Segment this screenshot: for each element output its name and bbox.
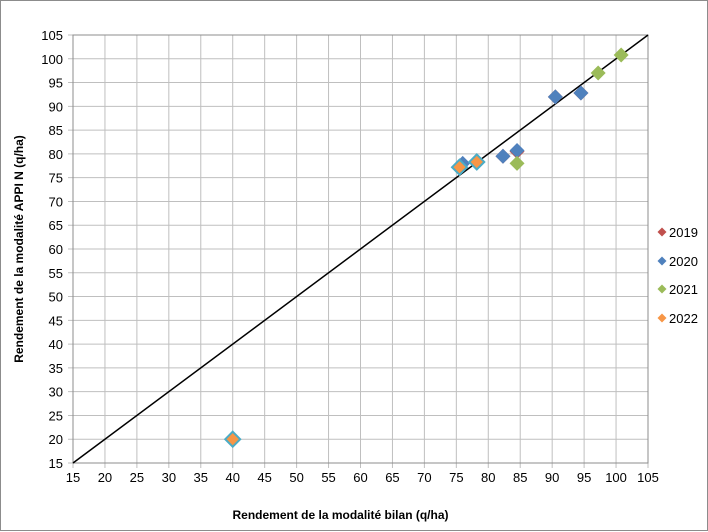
legend-marker-2020 bbox=[657, 256, 667, 266]
data-point-2021 bbox=[509, 155, 525, 171]
x-tick-label: 85 bbox=[513, 470, 527, 485]
x-tick-label: 35 bbox=[194, 470, 208, 485]
y-tick-label: 65 bbox=[49, 218, 63, 233]
x-tick-label: 95 bbox=[577, 470, 591, 485]
y-tick-label: 45 bbox=[49, 313, 63, 328]
y-tick-labels: 15 20 25 30 35 40 45 50 55 60 65 70 75 80 85 90 95 100 105 bbox=[41, 28, 63, 471]
y-tick-label: 20 bbox=[49, 432, 63, 447]
y-axis-title: Rendement de la modalité APPI N (q/ha) bbox=[12, 135, 26, 363]
data-point-2021 bbox=[613, 47, 629, 63]
data-point-2020 bbox=[547, 89, 563, 105]
legend-marker-2021 bbox=[657, 284, 667, 294]
y-tick-label: 105 bbox=[41, 28, 63, 43]
x-tick-label: 70 bbox=[417, 470, 431, 485]
data-point-2021 bbox=[590, 65, 606, 81]
x-tick-labels: 15 20 25 30 35 40 45 50 55 60 65 70 75 80 85 90 95 100 105 bbox=[66, 470, 659, 485]
y-tick-label: 15 bbox=[49, 456, 63, 471]
x-axis-title: Rendement de la modalité bilan (q/ha) bbox=[232, 508, 448, 522]
x-tick-label: 75 bbox=[449, 470, 463, 485]
data-point-2022 bbox=[223, 430, 242, 449]
data-point-2020 bbox=[495, 148, 511, 164]
y-tick-label: 30 bbox=[49, 385, 63, 400]
legend: 2019 2020 2021 2022 bbox=[657, 225, 698, 326]
x-tick-label: 60 bbox=[353, 470, 367, 485]
legend-label-2019: 2019 bbox=[669, 225, 698, 240]
reference-line bbox=[72, 34, 649, 464]
y-tick-label: 85 bbox=[49, 123, 63, 138]
x-tick-label: 40 bbox=[225, 470, 239, 485]
x-tick-label: 90 bbox=[545, 470, 559, 485]
x-tick-label: 30 bbox=[162, 470, 176, 485]
x-tick-label: 15 bbox=[66, 470, 80, 485]
data-points bbox=[223, 47, 629, 449]
legend-marker-2019 bbox=[657, 227, 667, 237]
x-tick-label: 25 bbox=[130, 470, 144, 485]
y-tick-label: 50 bbox=[49, 290, 63, 305]
y-tick-label: 35 bbox=[49, 361, 63, 376]
data-point-2020 bbox=[573, 85, 589, 101]
y-tick-label: 70 bbox=[49, 194, 63, 209]
plot-area-frame bbox=[72, 34, 649, 464]
y-tick-label: 40 bbox=[49, 337, 63, 352]
y-tick-label: 75 bbox=[49, 171, 63, 186]
x-tick-label: 45 bbox=[257, 470, 271, 485]
data-point-2022 bbox=[467, 153, 486, 171]
y-tick-label: 80 bbox=[49, 147, 63, 162]
x-tick-label: 105 bbox=[637, 470, 659, 485]
x-tick-label: 100 bbox=[605, 470, 627, 485]
y-tick-label: 90 bbox=[49, 99, 63, 114]
x-tick-label: 20 bbox=[98, 470, 112, 485]
y-tick-label: 25 bbox=[49, 408, 63, 423]
x-tick-label: 80 bbox=[481, 470, 495, 485]
y-tick-label: 100 bbox=[41, 52, 63, 67]
x-tick-label: 55 bbox=[321, 470, 335, 485]
legend-label-2021: 2021 bbox=[669, 282, 698, 297]
legend-label-2022: 2022 bbox=[669, 311, 698, 326]
data-point-2020 bbox=[509, 143, 525, 159]
y-tick-label: 55 bbox=[49, 266, 63, 281]
x-tick-label: 65 bbox=[385, 470, 399, 485]
legend-label-2020: 2020 bbox=[669, 254, 698, 269]
reference-line-group bbox=[72, 34, 649, 464]
y-tick-label: 95 bbox=[49, 76, 63, 91]
legend-marker-2022 bbox=[657, 313, 667, 323]
data-point-2022 bbox=[450, 158, 469, 177]
y-tick-label: 60 bbox=[49, 242, 63, 257]
x-tick-label: 50 bbox=[289, 470, 303, 485]
